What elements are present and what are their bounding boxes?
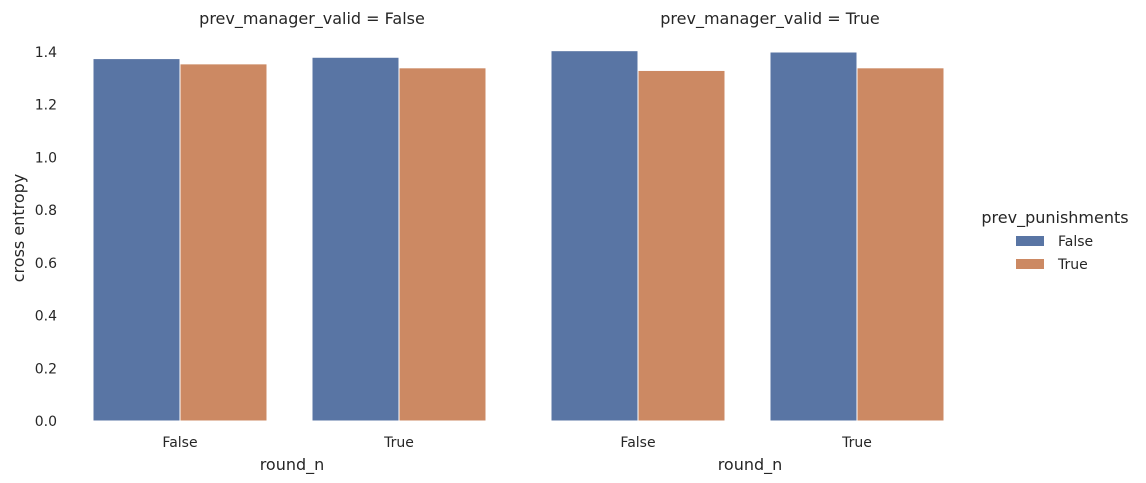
bar [311,56,400,422]
bar [856,67,945,422]
y-tick-label: 1.4 [35,45,57,61]
y-tick-label: 1.2 [35,98,57,114]
x-tick-label: False [162,435,197,451]
x-axis-label: round_n [718,455,783,475]
legend: prev_punishments False True [981,208,1128,273]
y-tick-label: 0.6 [35,256,57,272]
y-axis: 0.0 0.2 0.4 0.6 0.8 1.0 1.2 1.4 [35,45,57,430]
panel-title: prev_manager_valid = True [660,9,880,29]
bar [637,69,726,422]
y-tick-label: 0.2 [35,361,57,377]
x-tick-label: True [383,435,414,451]
bar [92,58,181,422]
legend-title: prev_punishments [981,208,1128,228]
bar [179,63,268,422]
y-axis-label: cross entropy [9,174,28,282]
x-tick-label: False [620,435,655,451]
bar [398,67,487,422]
y-tick-label: 1.0 [35,150,57,166]
bar [769,51,858,422]
legend-entry-label: False [1058,234,1093,250]
legend-swatch [1016,259,1044,269]
x-axis-label: round_n [260,455,325,475]
legend-entry-label: True [1057,257,1088,273]
bar [550,50,639,422]
facet-panels: prev_manager_valid = False False True round… [92,9,945,475]
facet-panel: prev_manager_valid = False False True round… [92,9,487,475]
y-tick-label: 0.4 [35,309,57,325]
y-tick-label: 0.8 [35,203,57,219]
legend-swatch [1016,236,1044,246]
y-tick-label: 0.0 [35,414,57,430]
x-tick-label: True [841,435,872,451]
panel-title: prev_manager_valid = False [199,9,425,29]
facet-panel: prev_manager_valid = True False True round_… [550,9,945,475]
